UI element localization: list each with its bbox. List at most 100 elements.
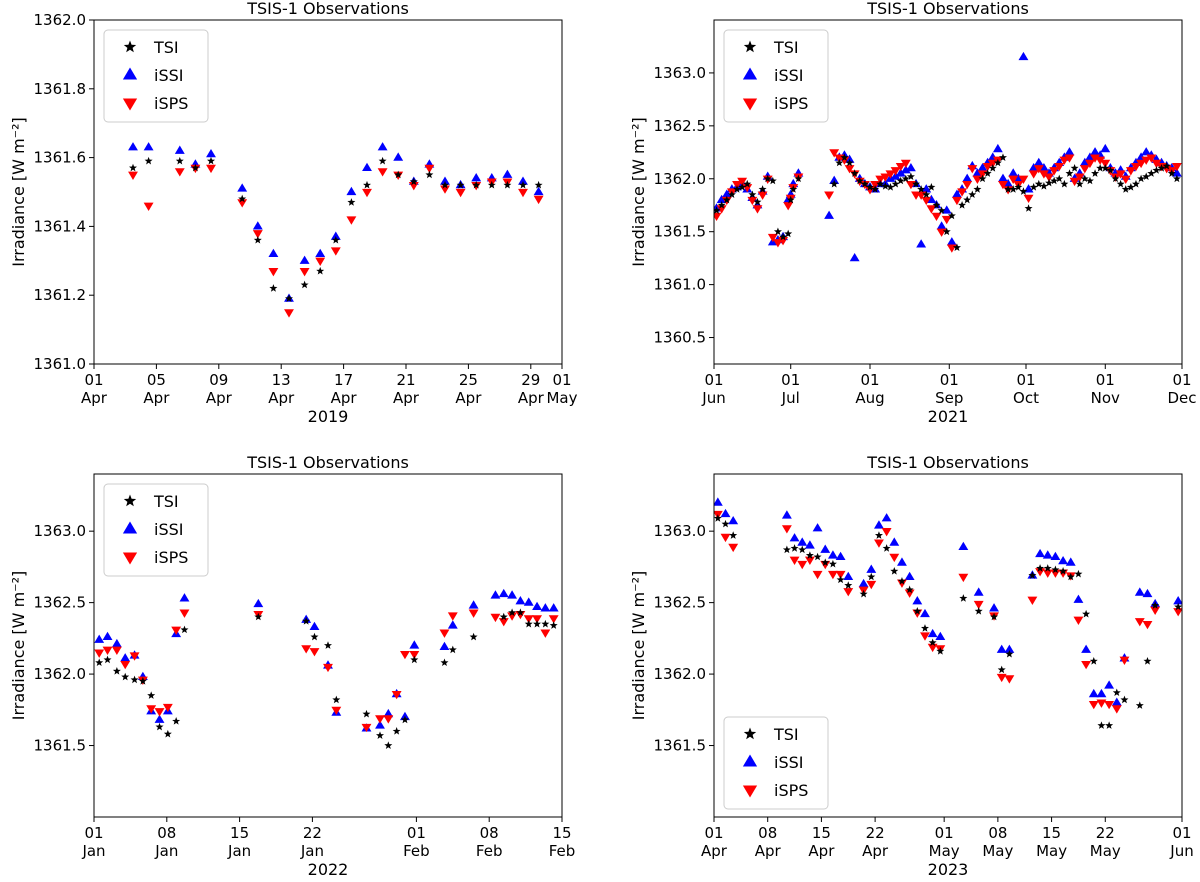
x-tick-label-day: 22: [866, 824, 885, 842]
data-point-tsi: [835, 158, 844, 167]
data-point-isps: [1095, 156, 1106, 165]
data-point-tsi: [952, 243, 961, 251]
data-point-tsi: [1060, 179, 1069, 188]
series-isps: [714, 510, 1182, 714]
data-point-tsi: [973, 185, 982, 193]
data-point-tsi: [805, 551, 814, 559]
data-point-isps: [518, 188, 528, 198]
x-tick-label-month: Oct: [1013, 389, 1039, 407]
legend: TSI iSSI iSPS: [103, 29, 209, 123]
data-point-tsi: [1091, 169, 1100, 177]
y-axis-label: Irradiance [W m⁻²]: [9, 571, 28, 721]
x-tick-label-month: Feb: [403, 842, 430, 860]
x-tick-label-month: Apr: [755, 842, 782, 860]
data-point-issi: [362, 162, 372, 172]
data-point-isps: [1090, 154, 1100, 163]
data-point-tsi: [285, 294, 293, 303]
data-point-isps: [331, 706, 342, 716]
data-point-issi: [440, 176, 450, 185]
legend-marker-tsi: [123, 40, 137, 53]
data-point-isps: [424, 164, 435, 174]
data-point-tsi: [897, 576, 906, 585]
data-point-issi: [881, 513, 892, 522]
data-point-isps: [737, 177, 748, 187]
legend-label-tsi: TSI: [153, 38, 179, 57]
data-point-tsi: [997, 665, 1006, 674]
series-issi: [128, 142, 544, 302]
series-isps: [94, 609, 559, 733]
data-point-isps: [206, 164, 216, 174]
data-point-isps: [548, 615, 559, 624]
data-point-issi: [824, 210, 835, 219]
data-point-tsi: [1106, 166, 1115, 174]
data-point-issi: [315, 248, 326, 258]
data-point-issi: [383, 708, 394, 718]
data-point-issi: [827, 550, 838, 559]
data-point-tsi: [1045, 178, 1054, 187]
x-tick-label-month: Apr: [143, 389, 170, 407]
data-point-tsi: [1120, 695, 1129, 704]
data-point-issi: [900, 165, 911, 174]
data-point-isps: [890, 167, 901, 176]
data-point-isps: [408, 182, 419, 191]
data-point-isps: [1081, 660, 1092, 670]
x-tick-label-month: Feb: [476, 842, 503, 860]
legend-label-tsi: TSI: [773, 725, 799, 744]
data-point-issi: [904, 571, 915, 581]
data-point-tsi: [362, 709, 371, 718]
x-tick-label-month: Apr: [455, 389, 482, 407]
data-point-tsi: [859, 589, 868, 598]
data-point-tsi: [316, 266, 325, 275]
data-point-tsi: [524, 619, 533, 628]
data-point-issi: [946, 237, 957, 246]
data-point-issi: [835, 551, 846, 561]
data-point-isps: [1054, 162, 1065, 172]
data-point-tsi: [1024, 204, 1033, 212]
data-point-tsi: [469, 632, 478, 641]
series-issi: [714, 497, 1182, 706]
data-point-isps: [720, 533, 731, 543]
x-axis-label: 2021: [928, 407, 969, 426]
data-point-issi: [1038, 162, 1049, 172]
data-point-isps: [897, 579, 907, 588]
x-tick-label-day: 25: [459, 371, 478, 389]
data-point-issi: [1013, 173, 1024, 182]
data-point-tsi: [828, 559, 837, 568]
data-point-tsi: [1147, 169, 1156, 177]
data-point-tsi: [876, 179, 885, 188]
data-point-issi: [1142, 588, 1153, 598]
data-layer: [128, 142, 544, 318]
data-point-tsi: [714, 206, 721, 214]
data-point-tsi: [1050, 176, 1059, 185]
data-point-tsi: [928, 638, 937, 647]
data-point-isps: [789, 556, 800, 565]
data-point-isps: [1104, 700, 1115, 710]
data-point-tsi: [1172, 174, 1181, 183]
data-point-tsi: [533, 619, 542, 628]
data-point-issi: [179, 593, 190, 602]
data-point-issi: [253, 598, 264, 608]
data-point-issi: [1171, 168, 1182, 177]
data-point-tsi: [871, 185, 880, 193]
data-point-tsi: [867, 572, 876, 581]
data-point-issi: [375, 720, 385, 729]
x-tick-label-month: Jun: [1169, 842, 1193, 860]
data-point-isps: [866, 580, 877, 590]
data-point-isps: [154, 708, 165, 717]
data-point-isps: [920, 632, 930, 641]
data-point-issi: [989, 603, 999, 612]
data-point-issi: [309, 621, 320, 631]
data-point-tsi: [988, 163, 997, 172]
data-point-isps: [252, 230, 263, 239]
x-tick-label-day: 01: [940, 371, 959, 389]
x-tick-label-month: Apr: [518, 389, 545, 407]
data-point-isps: [1042, 569, 1053, 578]
data-point-tsi: [784, 229, 793, 238]
data-point-issi: [548, 603, 559, 612]
data-point-issi: [1084, 152, 1095, 161]
x-tick-label-day: 01: [552, 371, 571, 389]
data-point-issi: [897, 557, 907, 566]
x-tick-label-month: Nov: [1091, 389, 1120, 407]
x-tick-label-day: 15: [812, 824, 831, 842]
data-point-tsi: [392, 727, 401, 735]
